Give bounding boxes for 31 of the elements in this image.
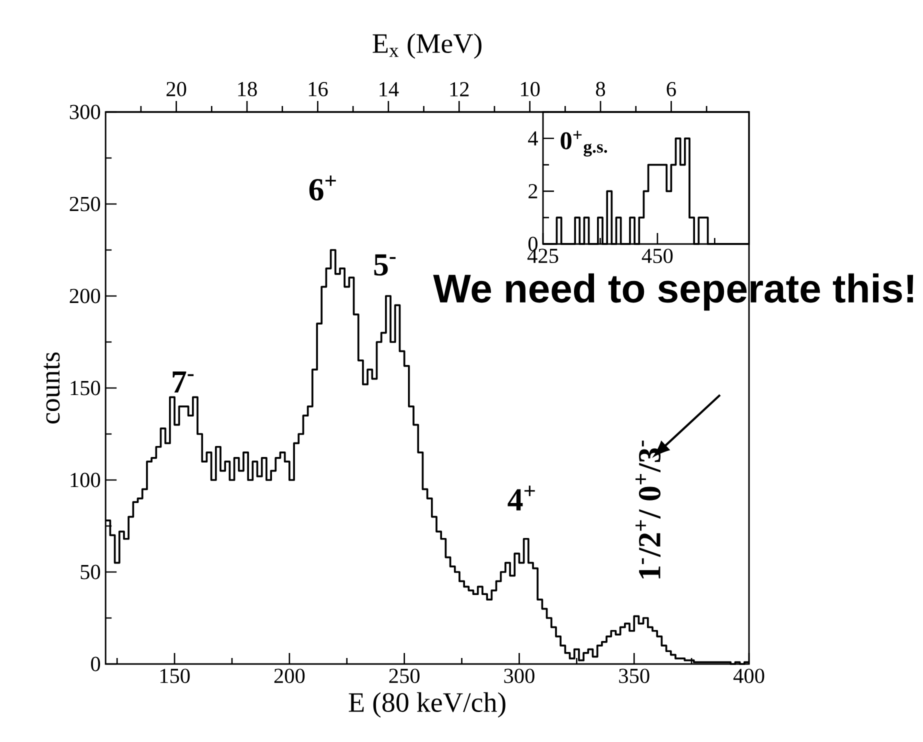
x-tick-label: 250 <box>389 668 420 684</box>
x2-tick-label: 8 <box>596 82 606 96</box>
x2-tick-label: 14 <box>380 82 399 96</box>
y-tick-label: 200 <box>70 288 100 304</box>
x2-tick-label: 10 <box>521 82 540 96</box>
x-tick-label: 150 <box>160 668 190 684</box>
x2-tick-label: 12 <box>450 82 469 96</box>
x2-tick-label: 20 <box>166 82 186 96</box>
x2-tick-label: 18 <box>238 82 257 96</box>
y-tick-label: 50 <box>80 564 100 580</box>
x-axis-title: E (80 keV/ch) <box>348 692 506 718</box>
y-tick-label: 300 <box>70 104 100 120</box>
x-tick-label: 200 <box>274 668 305 684</box>
x2-tick-label: 16 <box>308 82 328 96</box>
x2-axis-title: E$_{x}$ (MeV) <box>372 33 482 59</box>
y-tick-label: 0 <box>91 656 100 672</box>
annotation: 5$^{-}$ <box>374 254 396 276</box>
annotation: 7$^{-}$ <box>172 372 194 392</box>
x-tick-label: 400 <box>733 668 764 684</box>
y-axis-title: counts <box>44 352 60 424</box>
y-tick-label: 250 <box>70 196 100 212</box>
y-tick-label: 100 <box>70 472 100 488</box>
annotation: 4$^{+}$ <box>508 486 535 510</box>
annotation: 0$^{+}$g.s. <box>560 130 608 156</box>
y-tick-label: 150 <box>70 380 100 396</box>
x-tick-label: 450 <box>642 248 673 264</box>
y-tick-label: 4 <box>528 131 538 146</box>
annotation: 6$^{+}$ <box>309 175 336 200</box>
x-tick-label: 350 <box>619 668 650 684</box>
y-tick-label: 2 <box>528 184 538 198</box>
x2-tick-label: 6 <box>666 82 676 96</box>
